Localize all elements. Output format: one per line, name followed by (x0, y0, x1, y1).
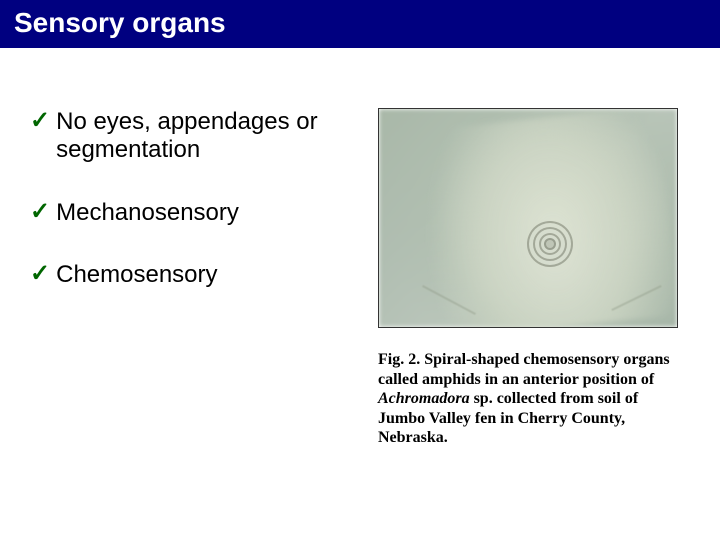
figure-micrograph (378, 108, 678, 328)
title-bar: Sensory organs (0, 0, 720, 48)
check-icon: ✓ (30, 199, 50, 225)
check-icon: ✓ (30, 108, 50, 134)
spiral-ring (544, 238, 556, 250)
caption-prefix: Fig. 2. Spiral-shaped chemosensory organ… (378, 351, 670, 388)
list-item: ✓ Chemosensory (30, 261, 360, 289)
check-icon: ✓ (30, 261, 50, 287)
amphid-spiral (527, 221, 577, 271)
bullet-text: No eyes, appendages or segmentation (56, 108, 360, 165)
caption-species: Achromadora (378, 390, 470, 407)
list-item: ✓ Mechanosensory (30, 199, 360, 227)
bullet-list: ✓ No eyes, appendages or segmentation ✓ … (30, 108, 360, 323)
figure-caption: Fig. 2. Spiral-shaped chemosensory organ… (378, 350, 686, 448)
bullet-text: Chemosensory (56, 261, 217, 289)
bullet-text: Mechanosensory (56, 199, 239, 227)
slide-title: Sensory organs (14, 7, 226, 38)
list-item: ✓ No eyes, appendages or segmentation (30, 108, 360, 165)
slide: Sensory organs ✓ No eyes, appendages or … (0, 0, 720, 540)
